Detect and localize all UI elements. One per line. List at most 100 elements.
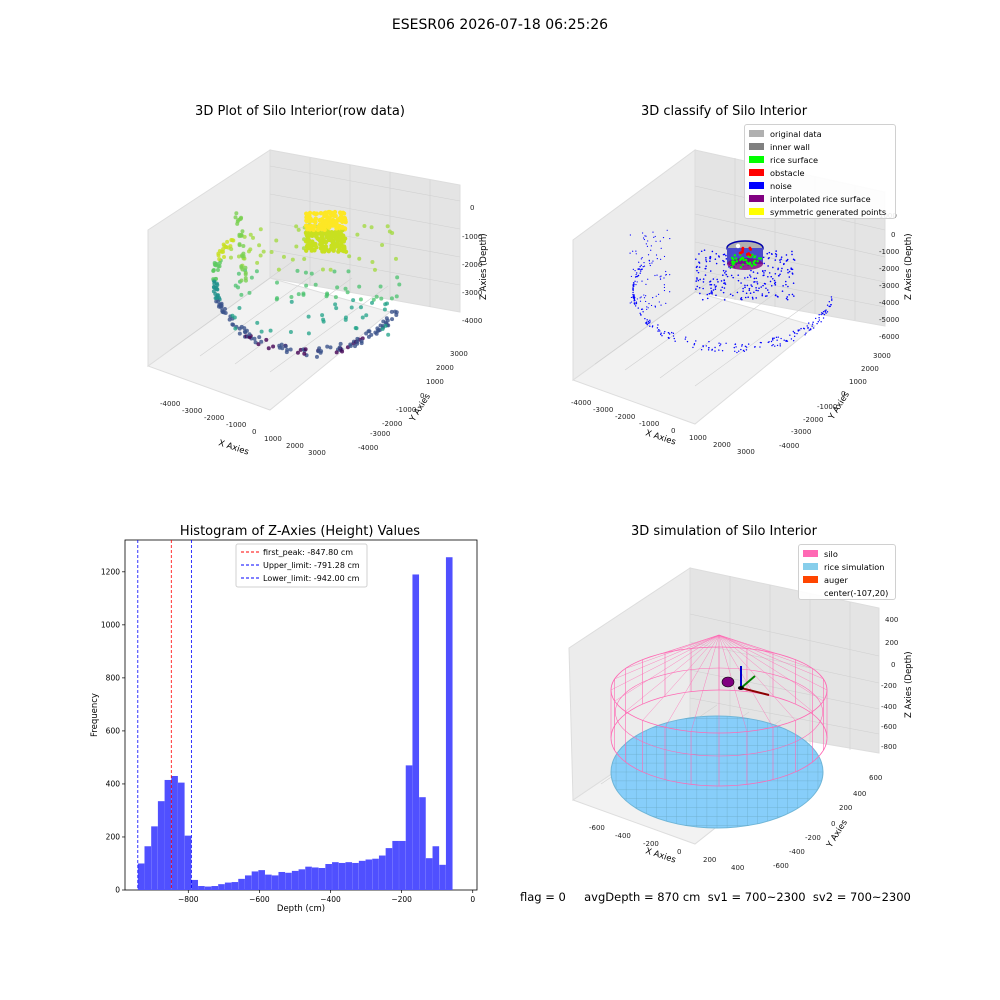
histogram-title: Histogram of Z-Axies (Height) Values [179, 524, 421, 539]
noise-point [773, 282, 776, 285]
noise-point [649, 325, 651, 327]
noise-point [822, 313, 824, 315]
rice-surface-point [744, 258, 748, 262]
noise-point [746, 276, 749, 279]
noise-point [780, 337, 782, 340]
noise-point [711, 291, 713, 294]
histogram-bar [358, 860, 366, 890]
silo-roof-line [614, 634, 720, 702]
noise-point [648, 322, 650, 324]
legend-item: rice surface [749, 153, 891, 166]
noise-point [723, 299, 726, 301]
raw-point [295, 350, 300, 355]
raw-point [371, 297, 376, 302]
raw-point [214, 261, 219, 266]
raw-y-ticks: 3000 2000 1000 0 -1000 -2000 -3000 -4000 [358, 350, 468, 452]
y-tick: -600 [773, 862, 789, 870]
noise-point [774, 284, 777, 286]
rice-surface-point [757, 257, 761, 260]
noise-point [646, 308, 648, 310]
noise-point [672, 335, 675, 337]
noise-point [704, 267, 707, 270]
noise-point [744, 286, 746, 289]
raw-point [332, 209, 338, 215]
raw-point [309, 248, 314, 253]
noise-point [706, 293, 709, 296]
noise-point [660, 332, 662, 334]
noise-point [820, 313, 822, 316]
y-tick: 3000 [873, 352, 891, 360]
rice-surface-point [751, 253, 754, 257]
noise-point [702, 278, 705, 280]
noise-point [647, 240, 649, 242]
raw-point [319, 233, 325, 238]
noise-point [645, 243, 647, 245]
noise-point [775, 254, 778, 256]
histogram-bar [445, 557, 453, 890]
noise-point [629, 302, 631, 304]
noise-point [791, 272, 794, 274]
noise-point [722, 291, 725, 294]
obstacle-point [739, 251, 743, 255]
raw-point [294, 244, 299, 249]
legend-label: first_peak: -847.80 cm [263, 548, 353, 557]
noise-point [634, 280, 636, 282]
noise-point [661, 335, 663, 337]
noise-point [639, 312, 641, 315]
noise-point [639, 314, 642, 316]
x-tick: -200 [643, 840, 659, 848]
noise-point [794, 332, 796, 334]
raw-point [311, 227, 316, 233]
raw-point [231, 238, 236, 243]
noise-point [751, 296, 754, 299]
noise-point [630, 296, 633, 299]
histogram-x-ticks: −800 −600 −400 −200 0 [178, 890, 475, 904]
legend-label: original data [770, 128, 822, 139]
noise-point [695, 280, 698, 282]
noise-point [772, 339, 774, 341]
noise-point [645, 300, 647, 303]
noise-point [658, 293, 660, 295]
noise-point [770, 340, 773, 343]
noise-point [733, 346, 735, 349]
histogram-chart: −800 −600 −400 −200 0 020040060080010001200 … [90, 539, 478, 914]
raw-point [387, 229, 392, 234]
x-tick: 0 [671, 427, 675, 435]
histogram-bar [412, 574, 420, 890]
noise-point [703, 249, 706, 251]
noise-point [636, 272, 638, 274]
noise-point [639, 297, 641, 299]
noise-point [788, 270, 791, 273]
noise-point [758, 287, 760, 290]
noise-point [714, 350, 716, 352]
y-tick: 200 [839, 804, 852, 812]
legend-swatch [749, 156, 764, 163]
noise-point [779, 343, 781, 345]
raw-point [231, 322, 236, 327]
raw-point [312, 241, 317, 247]
raw-point [318, 210, 324, 216]
noise-point [665, 270, 667, 273]
noise-point [663, 332, 665, 335]
raw-point [360, 315, 365, 320]
raw-point [345, 290, 350, 295]
noise-point [724, 272, 726, 274]
raw-point [394, 312, 399, 317]
noise-point [663, 277, 665, 279]
raw-point [239, 264, 244, 269]
noise-point [748, 289, 751, 292]
raw-point [337, 345, 342, 350]
noise-point [665, 302, 667, 304]
raw-point [256, 342, 261, 347]
noise-point [826, 311, 829, 313]
noise-point [712, 289, 715, 291]
noise-point [766, 295, 768, 297]
noise-point [777, 336, 779, 338]
raw-point [390, 317, 395, 322]
y-tick: -200 [805, 834, 821, 842]
raw-point [214, 299, 219, 304]
raw-point [257, 335, 262, 340]
legend-swatch [749, 195, 764, 202]
noise-point [660, 258, 662, 261]
raw-point [355, 232, 360, 237]
